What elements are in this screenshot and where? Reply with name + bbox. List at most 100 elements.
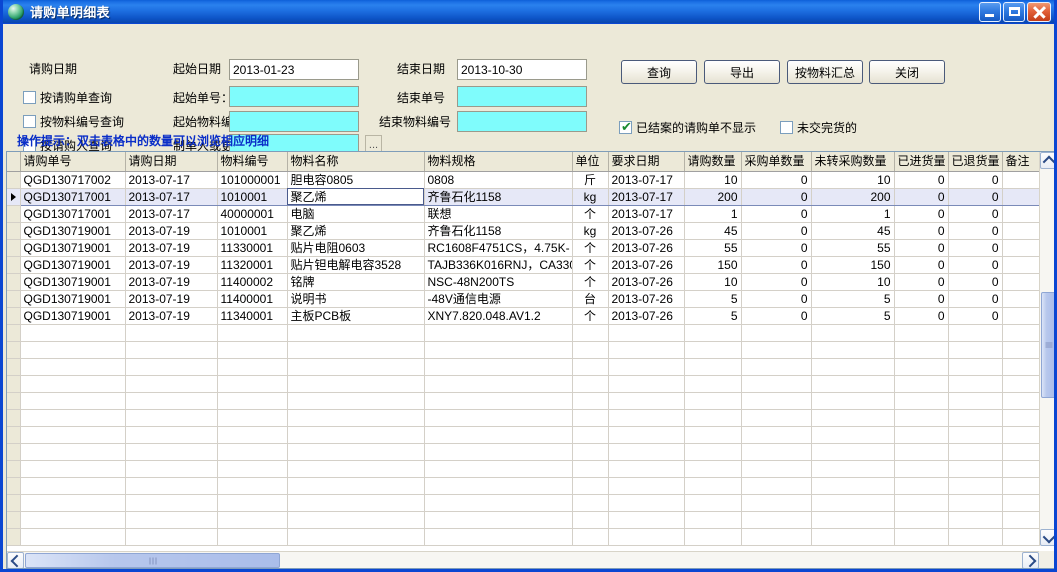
- table-cell[interactable]: 150: [811, 256, 895, 274]
- table-cell[interactable]: [1002, 528, 1039, 546]
- table-cell[interactable]: 0: [894, 256, 949, 274]
- table-cell[interactable]: [894, 494, 949, 512]
- table-cell[interactable]: [608, 341, 685, 359]
- summarize-by-material-button[interactable]: 按物料汇总: [787, 60, 863, 84]
- table-cell[interactable]: [572, 460, 609, 478]
- table-cell[interactable]: [608, 358, 685, 376]
- table-row[interactable]: QGD130719001 2013-07-19 1010001 聚乙烯 齐鲁石化1158…: [7, 222, 1039, 240]
- close-form-button[interactable]: 关闭: [869, 60, 945, 84]
- table-cell[interactable]: QGD130719001: [20, 290, 126, 308]
- checkbox-hide-closed-requisitions[interactable]: ✔: [619, 120, 632, 134]
- table-cell[interactable]: 聚乙烯: [287, 187, 425, 206]
- table-cell[interactable]: [684, 460, 742, 478]
- row-indicator-cell[interactable]: [7, 426, 21, 444]
- table-cell[interactable]: [894, 426, 949, 444]
- table-cell[interactable]: [684, 375, 742, 393]
- table-cell[interactable]: [948, 375, 1003, 393]
- query-button[interactable]: 查询: [621, 60, 697, 84]
- table-cell[interactable]: 0: [741, 273, 812, 291]
- table-cell[interactable]: [894, 511, 949, 529]
- table-cell[interactable]: [20, 375, 126, 393]
- table-cell[interactable]: [741, 392, 812, 410]
- table-cell[interactable]: [217, 375, 288, 393]
- table-cell[interactable]: [217, 426, 288, 444]
- row-indicator-cell[interactable]: [7, 324, 21, 342]
- table-cell[interactable]: 101000001: [217, 171, 288, 189]
- table-cell[interactable]: [572, 426, 609, 444]
- checkbox-by-requisition[interactable]: [23, 91, 36, 104]
- column-header-remark[interactable]: 备注: [1002, 152, 1039, 172]
- table-cell[interactable]: 0: [894, 273, 949, 291]
- table-cell[interactable]: 联想: [424, 205, 573, 223]
- table-cell[interactable]: 150: [684, 256, 742, 274]
- row-indicator-cell[interactable]: [7, 171, 21, 189]
- table-cell[interactable]: [572, 443, 609, 461]
- table-cell[interactable]: [741, 409, 812, 427]
- column-header-po-qty[interactable]: 采购单数量: [741, 152, 812, 172]
- table-cell[interactable]: [572, 477, 609, 495]
- table-row-empty[interactable]: [7, 443, 1039, 461]
- table-cell[interactable]: 个: [572, 239, 609, 257]
- table-cell[interactable]: 0: [948, 239, 1003, 257]
- table-cell[interactable]: [424, 511, 573, 529]
- table-cell[interactable]: 2013-07-17: [608, 187, 685, 206]
- table-cell[interactable]: [894, 358, 949, 376]
- table-cell[interactable]: [217, 511, 288, 529]
- table-cell[interactable]: [20, 358, 126, 376]
- table-cell[interactable]: 0: [741, 187, 812, 206]
- table-cell[interactable]: 2013-07-17: [125, 171, 218, 189]
- table-cell[interactable]: [424, 409, 573, 427]
- table-cell[interactable]: 2013-07-26: [608, 273, 685, 291]
- table-cell[interactable]: [948, 477, 1003, 495]
- table-cell[interactable]: 11400002: [217, 273, 288, 291]
- table-cell[interactable]: [894, 443, 949, 461]
- table-row[interactable]: QGD130719001 2013-07-19 11330001 贴片电阻0603 RC…: [7, 239, 1039, 257]
- row-indicator-cell[interactable]: [7, 273, 21, 291]
- table-cell[interactable]: [684, 494, 742, 512]
- table-cell[interactable]: [608, 477, 685, 495]
- column-header-unit[interactable]: 单位: [572, 152, 609, 172]
- table-cell[interactable]: 0: [741, 307, 812, 325]
- table-row-empty[interactable]: [7, 460, 1039, 478]
- table-cell[interactable]: [608, 426, 685, 444]
- table-cell[interactable]: [948, 409, 1003, 427]
- table-cell[interactable]: [287, 409, 425, 427]
- table-cell[interactable]: [811, 375, 895, 393]
- row-indicator-cell[interactable]: [7, 341, 21, 359]
- row-indicator-cell[interactable]: [7, 392, 21, 410]
- table-cell[interactable]: [572, 341, 609, 359]
- table-cell[interactable]: [287, 443, 425, 461]
- table-cell[interactable]: 200: [811, 187, 895, 206]
- table-cell[interactable]: 0: [741, 290, 812, 308]
- table-cell[interactable]: 11330001: [217, 239, 288, 257]
- table-cell[interactable]: [1002, 341, 1039, 359]
- table-cell[interactable]: [741, 341, 812, 359]
- column-header-required-date[interactable]: 要求日期: [608, 152, 685, 172]
- table-cell[interactable]: 铭牌: [287, 273, 425, 291]
- row-indicator-cell[interactable]: [7, 290, 21, 308]
- table-cell[interactable]: [287, 494, 425, 512]
- table-cell[interactable]: [125, 460, 218, 478]
- table-cell[interactable]: [20, 545, 126, 546]
- table-cell[interactable]: 0: [741, 205, 812, 223]
- maximize-button[interactable]: [1003, 2, 1025, 22]
- table-cell[interactable]: [125, 375, 218, 393]
- table-cell[interactable]: [1002, 205, 1039, 223]
- start-material-code-input[interactable]: [229, 111, 359, 132]
- table-cell[interactable]: [125, 409, 218, 427]
- preparer-or-updater-input[interactable]: [229, 134, 359, 155]
- checkbox-by-requester-label[interactable]: 按请购人查询: [40, 139, 113, 153]
- table-cell[interactable]: kg: [572, 187, 609, 206]
- table-cell[interactable]: [1002, 392, 1039, 410]
- table-cell[interactable]: [1002, 375, 1039, 393]
- table-cell[interactable]: [424, 528, 573, 546]
- table-cell[interactable]: [125, 511, 218, 529]
- table-cell[interactable]: [894, 392, 949, 410]
- table-cell[interactable]: [572, 409, 609, 427]
- table-cell[interactable]: [811, 392, 895, 410]
- table-cell[interactable]: 0: [741, 256, 812, 274]
- table-cell[interactable]: [572, 375, 609, 393]
- table-cell[interactable]: [217, 528, 288, 546]
- table-cell[interactable]: [811, 324, 895, 342]
- table-cell[interactable]: [948, 341, 1003, 359]
